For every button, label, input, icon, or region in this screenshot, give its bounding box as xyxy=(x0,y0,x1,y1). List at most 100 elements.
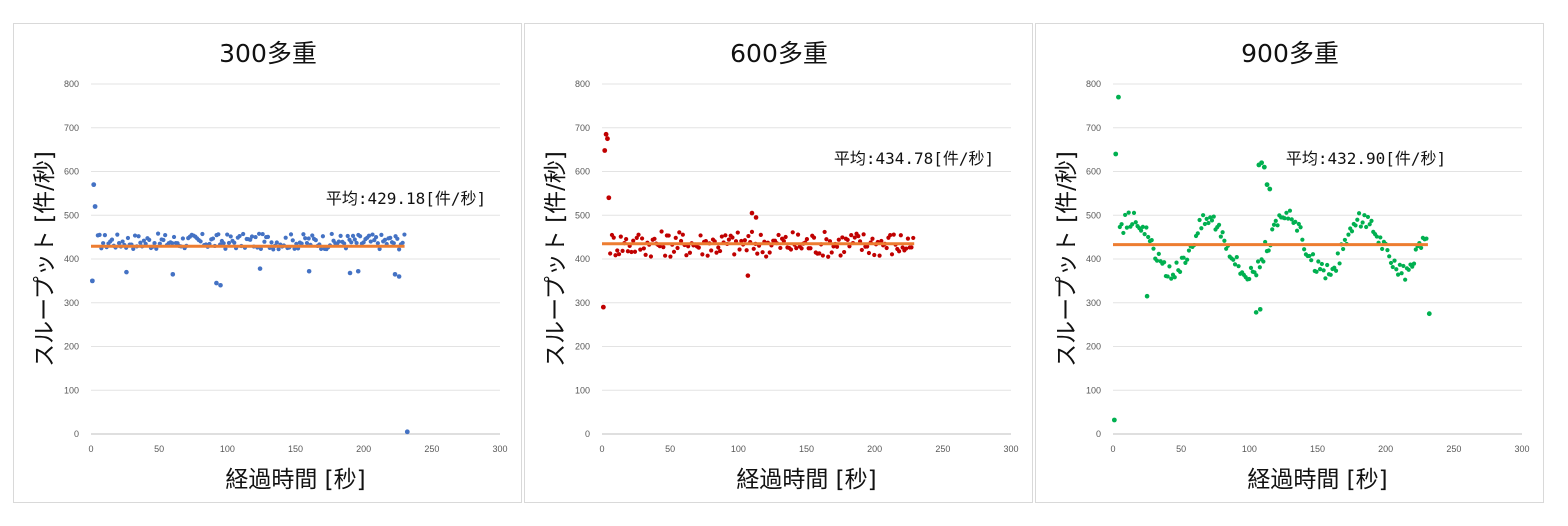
data-point xyxy=(101,241,106,246)
data-point xyxy=(319,246,324,252)
data-point xyxy=(301,232,306,237)
data-point xyxy=(879,238,884,244)
data-point xyxy=(1287,208,1293,213)
data-point xyxy=(866,250,872,256)
data-point xyxy=(1362,213,1367,218)
data-point xyxy=(248,237,253,242)
data-point xyxy=(904,246,909,251)
data-point xyxy=(1123,212,1128,218)
data-point xyxy=(350,233,356,238)
data-point xyxy=(611,235,616,240)
data-point xyxy=(147,237,152,242)
data-point xyxy=(1374,234,1379,239)
data-point xyxy=(898,233,903,238)
x-tick-label: 300 xyxy=(492,444,507,454)
y-tick-label: 100 xyxy=(1086,385,1101,395)
data-point xyxy=(1406,267,1411,272)
y-tick-label: 500 xyxy=(64,210,79,220)
data-point xyxy=(1224,246,1229,251)
data-point xyxy=(124,269,129,275)
data-point xyxy=(1138,228,1144,233)
data-point xyxy=(355,268,361,274)
data-point xyxy=(636,232,641,237)
y-tick-label: 800 xyxy=(64,79,79,89)
data-point xyxy=(1294,228,1300,233)
y-tick-label: 100 xyxy=(575,385,590,395)
data-point xyxy=(226,240,232,246)
data-point xyxy=(603,131,609,137)
y-tick-label: 200 xyxy=(1086,342,1101,352)
data-point xyxy=(726,237,732,242)
data-point xyxy=(221,241,226,246)
data-point xyxy=(680,232,685,237)
data-point xyxy=(1385,247,1390,253)
data-point xyxy=(256,231,262,236)
scatter-chart-600: 600多重 0 100 200 300 400 500 600 700 800 0 50 100 150 2… xyxy=(543,39,1019,493)
y-tick-label: 600 xyxy=(64,167,79,177)
x-tick-label: 250 xyxy=(424,444,439,454)
data-point xyxy=(361,240,366,245)
data-point xyxy=(347,270,353,276)
data-point xyxy=(372,238,377,243)
data-point xyxy=(379,232,384,237)
data-point xyxy=(705,253,710,258)
data-point xyxy=(1121,230,1126,236)
data-point xyxy=(794,246,799,251)
data-point xyxy=(157,241,162,246)
data-point xyxy=(1142,232,1147,237)
data-point xyxy=(1253,310,1259,315)
data-point xyxy=(1271,222,1277,227)
data-point xyxy=(760,250,765,255)
data-point xyxy=(132,233,138,238)
data-point xyxy=(1267,186,1273,192)
data-point xyxy=(1369,218,1374,224)
data-point xyxy=(746,233,751,239)
data-point xyxy=(397,247,402,252)
x-tick-label: 200 xyxy=(1378,444,1393,454)
data-point xyxy=(349,240,354,245)
data-point xyxy=(258,246,263,251)
data-point xyxy=(1300,237,1305,242)
data-point xyxy=(778,245,783,251)
x-tick-label: 0 xyxy=(1110,444,1115,454)
data-point xyxy=(891,232,896,237)
data-point xyxy=(755,251,760,256)
data-point xyxy=(838,253,843,258)
data-point xyxy=(1273,218,1278,223)
data-point xyxy=(116,241,122,246)
y-tick-label: 700 xyxy=(1086,123,1101,133)
data-point xyxy=(1401,263,1406,269)
scatter-chart-900: 900多重 0 100 200 300 400 500 600 700 800 0 50 100 150 2… xyxy=(1054,39,1530,493)
data-point xyxy=(329,231,334,237)
data-point xyxy=(125,235,131,241)
data-point xyxy=(1169,276,1174,281)
data-point xyxy=(817,251,822,256)
data-point xyxy=(732,252,737,257)
data-point xyxy=(1328,272,1333,277)
x-tick-label: 300 xyxy=(1003,444,1018,454)
data-point xyxy=(1211,214,1216,219)
data-point xyxy=(1209,218,1215,223)
data-point xyxy=(1392,258,1397,263)
data-point xyxy=(253,234,258,240)
data-point xyxy=(788,247,794,252)
data-point xyxy=(214,280,219,286)
data-point xyxy=(758,232,763,237)
data-point xyxy=(1319,261,1324,267)
y-tick-label: 300 xyxy=(575,298,590,308)
data-point xyxy=(171,234,177,240)
data-point xyxy=(1403,277,1408,282)
data-point xyxy=(1380,246,1385,252)
data-point xyxy=(306,268,312,274)
data-point xyxy=(1254,273,1259,278)
data-point xyxy=(368,239,373,244)
data-point xyxy=(115,232,120,237)
data-point xyxy=(1202,221,1207,227)
data-point xyxy=(870,236,875,241)
data-point xyxy=(723,233,728,238)
data-point xyxy=(671,249,677,254)
data-point xyxy=(668,254,673,259)
data-point xyxy=(1116,94,1121,100)
data-point xyxy=(1275,223,1280,228)
data-point xyxy=(840,235,845,240)
